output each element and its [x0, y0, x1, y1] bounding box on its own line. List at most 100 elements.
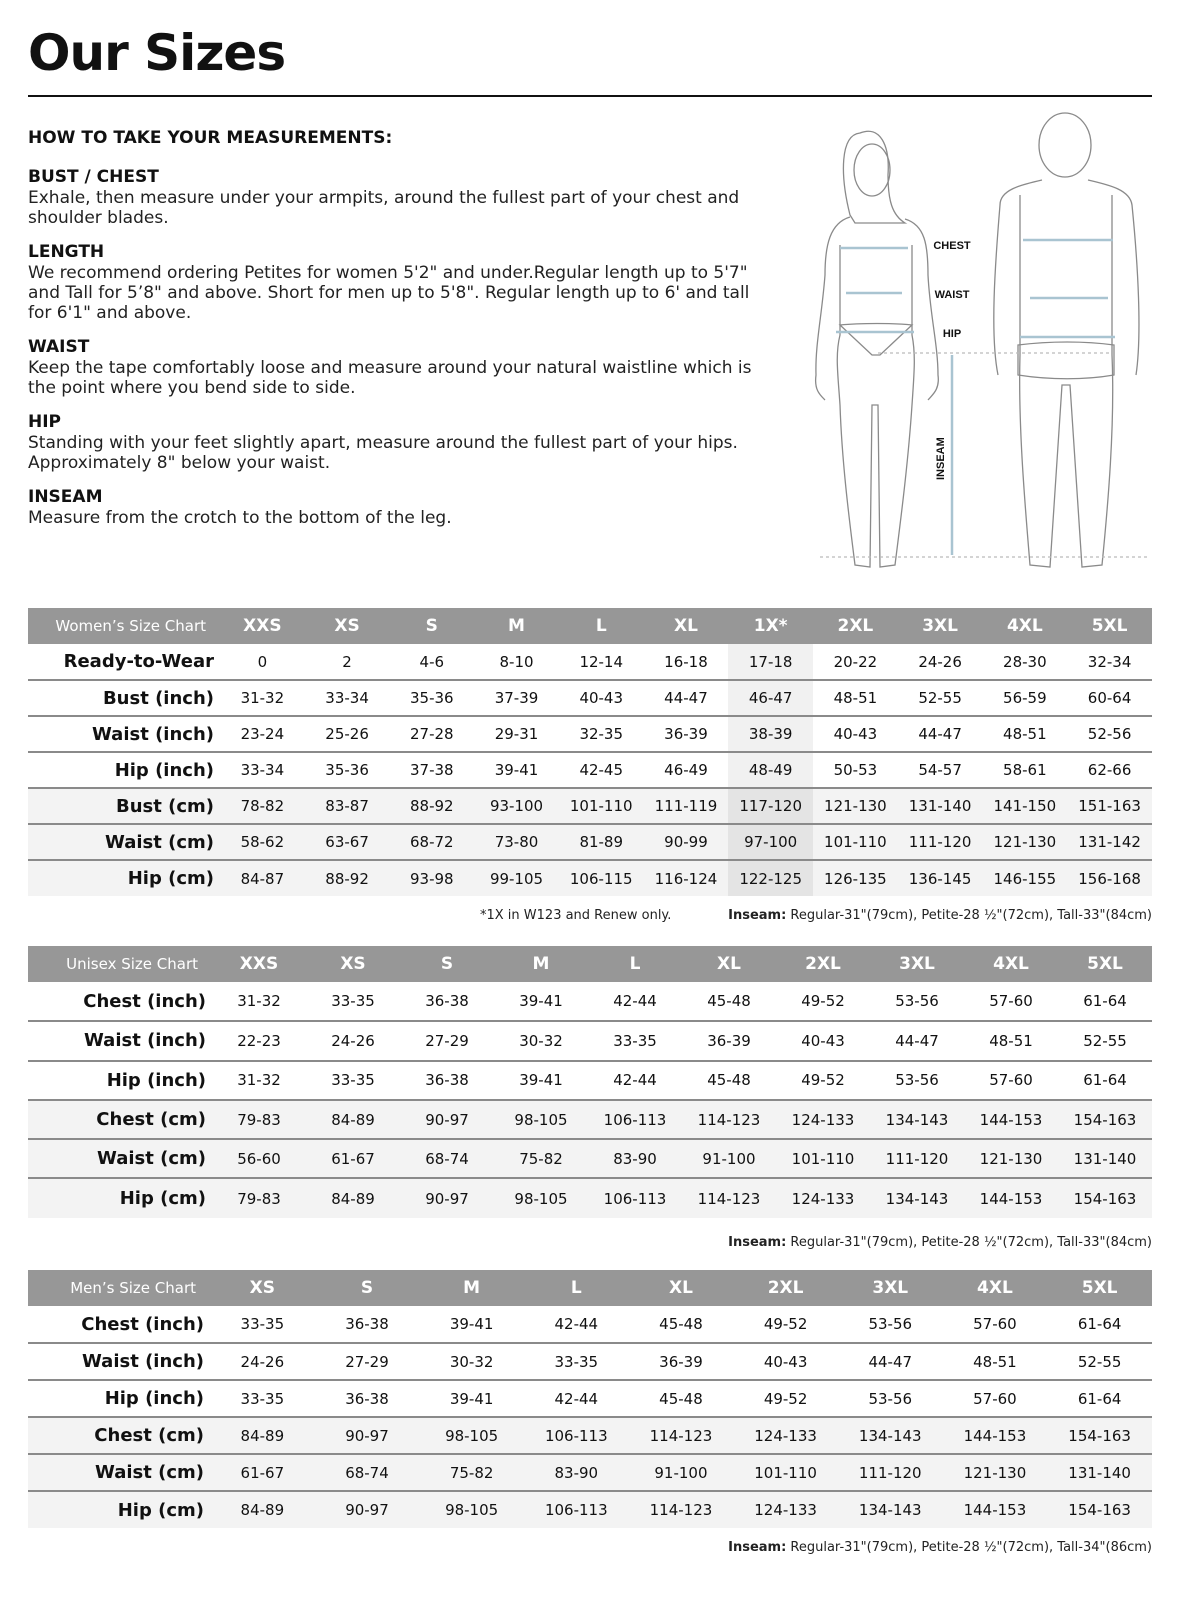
- size-value: 52-55: [897, 680, 983, 717]
- size-value: 134-143: [837, 1417, 943, 1455]
- size-value: 117-120: [728, 788, 814, 825]
- inseam-note-label: Inseam:: [728, 908, 787, 923]
- size-value: 22-23: [212, 1021, 306, 1062]
- size-value: 122-125: [728, 860, 814, 896]
- size-value: 134-143: [870, 1178, 964, 1218]
- unisex-inseam-note: Inseam: Regular-31"(79cm), Petite-28 ½"(…: [728, 1235, 1152, 1250]
- size-value: 25-26: [304, 716, 390, 753]
- size-value: 33-34: [220, 752, 305, 789]
- size-value: 39-41: [419, 1380, 524, 1418]
- size-value: 53-56: [870, 1060, 964, 1101]
- size-value: 42-44: [523, 1306, 629, 1344]
- section-length: LENGTH We recommend ordering Petites for …: [28, 241, 758, 323]
- size-value: 84-89: [210, 1491, 315, 1528]
- size-value: 56-60: [212, 1139, 306, 1180]
- size-value: 144-153: [964, 1178, 1058, 1218]
- size-value: 98-105: [419, 1491, 524, 1528]
- size-value: 39-41: [419, 1306, 524, 1344]
- size-value: 35-36: [304, 752, 390, 789]
- chest-label: CHEST: [933, 240, 971, 252]
- section-hip: HIP Standing with your feet slightly apar…: [28, 411, 758, 473]
- size-value: 134-143: [837, 1491, 943, 1528]
- table-row: Bust (cm) 78-82 83-87 88-92 93-100 101-110 111…: [28, 788, 1152, 825]
- inseam-label: INSEAM: [935, 437, 947, 480]
- size-value: 24-26: [210, 1343, 315, 1381]
- size-value: 141-150: [982, 788, 1068, 825]
- size-value: 106-113: [523, 1417, 629, 1455]
- size-header: 5XL: [1067, 608, 1152, 644]
- size-value: 57-60: [964, 982, 1058, 1023]
- row-label: Chest (cm): [28, 1099, 212, 1141]
- size-value: 48-51: [942, 1343, 1048, 1381]
- size-value: 57-60: [942, 1380, 1048, 1418]
- size-value: 39-41: [494, 982, 588, 1023]
- size-value: 101-110: [776, 1139, 870, 1180]
- size-value: 90-97: [314, 1417, 420, 1455]
- row-label: Hip (cm): [28, 1178, 212, 1218]
- size-value: 75-82: [419, 1454, 524, 1492]
- size-value: 131-142: [1067, 824, 1152, 861]
- size-value: 36-38: [314, 1306, 420, 1344]
- size-value: 73-80: [474, 824, 559, 861]
- size-value: 154-163: [1047, 1491, 1152, 1528]
- size-value: 83-90: [523, 1454, 629, 1492]
- size-value: 24-26: [897, 644, 983, 681]
- womens-footnote: *1X in W123 and Renew only.: [480, 908, 672, 923]
- size-header: 2XL: [813, 608, 898, 644]
- size-value: 114-123: [628, 1491, 734, 1528]
- size-value: 146-155: [982, 860, 1068, 896]
- table-row: Hip (cm) 79-83 84-89 90-97 98-105 106-113 114-…: [28, 1178, 1152, 1218]
- size-value: 144-153: [942, 1491, 1048, 1528]
- table-row: Waist (cm) 56-60 61-67 68-74 75-82 83-90 91-10…: [28, 1139, 1152, 1180]
- row-label: Waist (cm): [28, 1454, 210, 1492]
- size-header: 2XL: [733, 1270, 838, 1306]
- row-label: Hip (inch): [28, 1060, 212, 1101]
- row-label: Waist (inch): [28, 1343, 210, 1381]
- mens-size-chart: Men’s Size Chart XS S M L XL 2XL 3XL 4XL 5XL Chest…: [28, 1270, 1152, 1528]
- size-value: 154-163: [1047, 1417, 1152, 1455]
- section-text: We recommend ordering Petites for women …: [28, 263, 750, 323]
- size-value: 101-110: [733, 1454, 838, 1492]
- size-value: 98-105: [419, 1417, 524, 1455]
- size-value: 42-45: [558, 752, 644, 789]
- size-value: 84-89: [210, 1417, 315, 1455]
- size-value: 90-97: [400, 1178, 494, 1218]
- size-header: 3XL: [837, 1270, 943, 1306]
- size-value: 106-113: [588, 1099, 682, 1141]
- size-value: 52-55: [1047, 1343, 1152, 1381]
- size-value: 40-43: [733, 1343, 838, 1381]
- size-value: 124-133: [776, 1099, 870, 1141]
- size-value: 90-97: [314, 1491, 420, 1528]
- size-value: 60-64: [1067, 680, 1152, 717]
- size-value: 111-120: [837, 1454, 943, 1492]
- size-value: 90-99: [643, 824, 729, 861]
- size-header: L: [523, 1270, 629, 1306]
- size-header: 4XL: [964, 946, 1058, 982]
- size-value: 0: [220, 644, 305, 681]
- size-value: 36-39: [643, 716, 729, 753]
- size-value: 48-51: [982, 716, 1068, 753]
- header-row: Unisex Size Chart XXS XS S M L XL 2XL 3XL 4XL 5XL: [28, 946, 1152, 982]
- row-label: Hip (cm): [28, 1491, 210, 1528]
- size-value: 136-145: [897, 860, 983, 896]
- size-value: 154-163: [1058, 1178, 1152, 1218]
- size-value: 46-47: [728, 680, 814, 717]
- unisex-size-chart: Unisex Size Chart XXS XS S M L XL 2XL 3XL 4XL 5XL C…: [28, 946, 1152, 1218]
- size-value: 16-18: [643, 644, 729, 681]
- size-header: S: [400, 946, 494, 982]
- table-row: Waist (cm) 61-67 68-74 75-82 83-90 91-100 101-…: [28, 1454, 1152, 1492]
- size-value: 88-92: [304, 860, 390, 896]
- size-header: XXS: [220, 608, 305, 644]
- size-value: 75-82: [494, 1139, 588, 1180]
- row-label: Chest (inch): [28, 1306, 210, 1344]
- size-value: 134-143: [870, 1099, 964, 1141]
- size-value: 101-110: [558, 788, 644, 825]
- size-value: 28-30: [982, 644, 1068, 681]
- size-value: 68-72: [389, 824, 475, 861]
- size-value: 68-74: [314, 1454, 420, 1492]
- table-row: Hip (inch) 31-32 33-35 36-38 39-41 42-44 45-48…: [28, 1060, 1152, 1101]
- size-header: L: [558, 608, 644, 644]
- size-value: 33-34: [304, 680, 390, 717]
- row-label: Ready-to-Wear: [28, 644, 220, 681]
- size-value: 57-60: [942, 1306, 1048, 1344]
